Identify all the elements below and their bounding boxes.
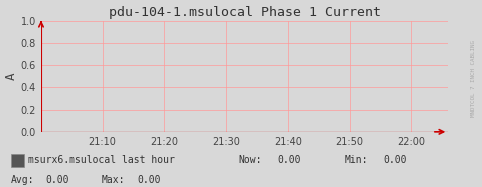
- Text: 0.00: 0.00: [383, 155, 407, 165]
- Y-axis label: A: A: [5, 72, 18, 80]
- Text: Min:: Min:: [345, 155, 368, 165]
- Text: Now:: Now:: [239, 155, 262, 165]
- Text: Avg:: Avg:: [11, 174, 34, 185]
- Text: 0.00: 0.00: [137, 174, 161, 185]
- Text: 0.00: 0.00: [277, 155, 301, 165]
- Text: MNDTCOL 7 INCH CABLING: MNDTCOL 7 INCH CABLING: [471, 40, 476, 117]
- Text: Max:: Max:: [101, 174, 125, 185]
- Text: 0.00: 0.00: [46, 174, 69, 185]
- Text: msurx6.msulocal last hour: msurx6.msulocal last hour: [28, 155, 175, 165]
- Title: pdu-104-1.msulocal Phase 1 Current: pdu-104-1.msulocal Phase 1 Current: [108, 6, 381, 19]
